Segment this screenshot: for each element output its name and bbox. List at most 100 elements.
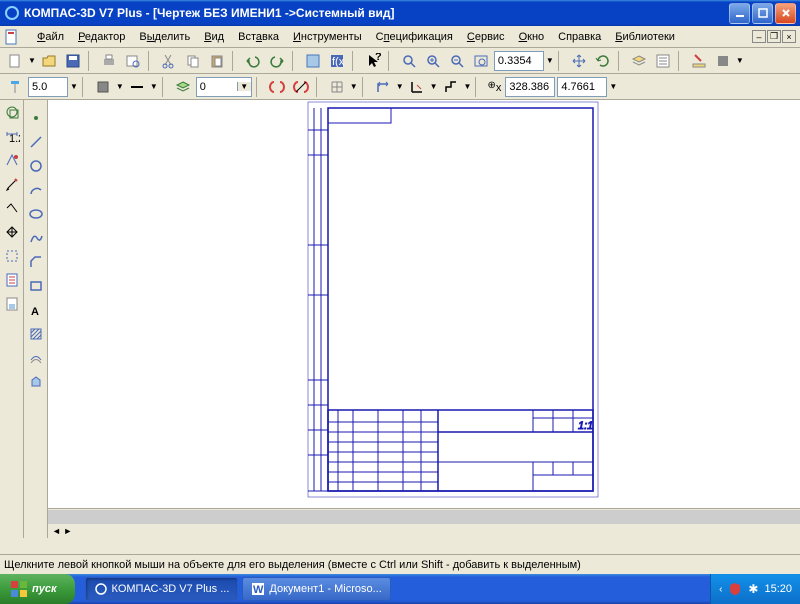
menu-view[interactable]: Вид (197, 29, 231, 45)
menu-insert[interactable]: Вставка (231, 29, 286, 45)
window-titlebar: КОМПАС-3D V7 Plus - [Чертеж БЕЗ ИМЕНИ1 -… (0, 0, 800, 26)
coord-y-input[interactable] (557, 77, 607, 97)
grid-button[interactable] (326, 76, 348, 98)
sheet-nav-arrows[interactable]: ◄ ► (48, 526, 76, 536)
snap-off-button[interactable] (290, 76, 312, 98)
print-button[interactable] (98, 50, 120, 72)
menu-editor[interactable]: Редактор (71, 29, 132, 45)
symbols-mode-button[interactable] (1, 149, 23, 171)
redo-button[interactable] (266, 50, 288, 72)
menu-select[interactable]: Выделить (132, 29, 197, 45)
window-title: КОМПАС-3D V7 Plus - [Чертеж БЕЗ ИМЕНИ1 -… (24, 6, 729, 20)
menu-file[interactable]: Файл (30, 29, 71, 45)
zoom-fit-button[interactable] (470, 50, 492, 72)
save-button[interactable] (62, 50, 84, 72)
line-tool-button[interactable] (25, 131, 47, 153)
circle-tool-button[interactable] (25, 155, 47, 177)
zoom-in-button[interactable] (422, 50, 444, 72)
rect-tool-button[interactable] (25, 275, 47, 297)
svg-text:А: А (31, 306, 39, 318)
size-input[interactable] (28, 77, 68, 97)
point-tool-button[interactable] (25, 107, 47, 129)
layer-mgr-button[interactable] (172, 76, 194, 98)
geometry-mode-button[interactable] (1, 101, 23, 123)
settings-button[interactable] (712, 50, 734, 72)
spec-mode-button[interactable] (1, 269, 23, 291)
undo-button[interactable] (242, 50, 264, 72)
ortho-button[interactable] (372, 76, 394, 98)
edit-mode-button[interactable] (1, 173, 23, 195)
snap-on-button[interactable] (266, 76, 288, 98)
params-mode-button[interactable] (1, 197, 23, 219)
menu-window[interactable]: Окно (512, 29, 552, 45)
hatch-tool-button[interactable] (25, 323, 47, 345)
measure-button[interactable] (688, 50, 710, 72)
word-task-icon: W (251, 582, 265, 596)
menu-help[interactable]: Справка (551, 29, 608, 45)
status-text: Щелкните левой кнопкой мыши на объекте д… (4, 559, 796, 571)
spline-tool-button[interactable] (25, 227, 47, 249)
cursor-button[interactable]: ? (362, 50, 384, 72)
toolbar-standard: ▼ f(x) ? ▼ ▼ (0, 48, 800, 74)
properties-button[interactable] (302, 50, 324, 72)
clock[interactable]: 15:20 (764, 583, 792, 595)
zoom-window-button[interactable] (398, 50, 420, 72)
close-button[interactable] (775, 3, 796, 24)
minimize-button[interactable] (729, 3, 750, 24)
fx-button[interactable]: f(x) (326, 50, 348, 72)
text-tool-button[interactable]: А (25, 299, 47, 321)
svg-text:f(x): f(x) (332, 56, 345, 68)
tray-shield-icon[interactable] (728, 582, 742, 596)
dims-mode-button[interactable]: 1.2 (1, 125, 23, 147)
scrollbar-horizontal[interactable] (48, 508, 800, 524)
measure-mode-button[interactable] (1, 221, 23, 243)
linetype-button[interactable] (126, 76, 148, 98)
tree-button[interactable] (652, 50, 674, 72)
coord-sys-button[interactable] (406, 76, 428, 98)
hatch-button[interactable] (92, 76, 114, 98)
task-kompas[interactable]: КОМПАС-3D V7 Plus ... (85, 577, 239, 601)
doc-icon (4, 29, 24, 45)
start-label: пуск (32, 583, 57, 595)
task-kompas-label: КОМПАС-3D V7 Plus ... (112, 583, 230, 595)
equid-tool-button[interactable] (25, 347, 47, 369)
menu-libs[interactable]: Библиотеки (608, 29, 682, 45)
layers-button[interactable] (628, 50, 650, 72)
zoom-out-button[interactable] (446, 50, 468, 72)
paste-button[interactable] (206, 50, 228, 72)
anchor-button[interactable] (4, 76, 26, 98)
copy-button[interactable] (182, 50, 204, 72)
chamfer-tool-button[interactable] (25, 251, 47, 273)
svg-text:?: ? (375, 53, 381, 63)
kompas-task-icon (94, 582, 108, 596)
select-mode-button[interactable] (1, 245, 23, 267)
new-button[interactable] (4, 50, 26, 72)
task-word[interactable]: W Документ1 - Microso... (242, 577, 390, 601)
step-button[interactable] (440, 76, 462, 98)
refresh-button[interactable] (592, 50, 614, 72)
menu-tools[interactable]: Инструменты (286, 29, 369, 45)
tray-bug-icon[interactable]: ✱ (748, 582, 758, 596)
preview-button[interactable] (122, 50, 144, 72)
arc-tool-button[interactable] (25, 179, 47, 201)
zoom-input[interactable] (494, 51, 544, 71)
mdi-close-button[interactable]: × (782, 30, 796, 43)
svg-text:1.2: 1.2 (9, 133, 20, 144)
ellipse-tool-button[interactable] (25, 203, 47, 225)
cut-button[interactable] (158, 50, 180, 72)
menu-spec[interactable]: Спецификация (369, 29, 460, 45)
drawing-canvas[interactable]: 1:1 (48, 100, 800, 508)
menu-service[interactable]: Сервис (460, 29, 512, 45)
mdi-minimize-button[interactable]: ‒ (752, 30, 766, 43)
coord-x-input[interactable] (505, 77, 555, 97)
open-button[interactable] (38, 50, 60, 72)
mdi-restore-button[interactable]: ❐ (767, 30, 781, 43)
contour-tool-button[interactable] (25, 371, 47, 393)
app-icon (4, 5, 20, 21)
maximize-button[interactable] (752, 3, 773, 24)
left-panel-tools: А (24, 100, 48, 538)
pan-button[interactable] (568, 50, 590, 72)
tray-arrow-icon[interactable]: ‹ (719, 584, 722, 595)
assoc-mode-button[interactable] (1, 293, 23, 315)
layer-combo[interactable]: 0 ▼ (196, 77, 252, 97)
